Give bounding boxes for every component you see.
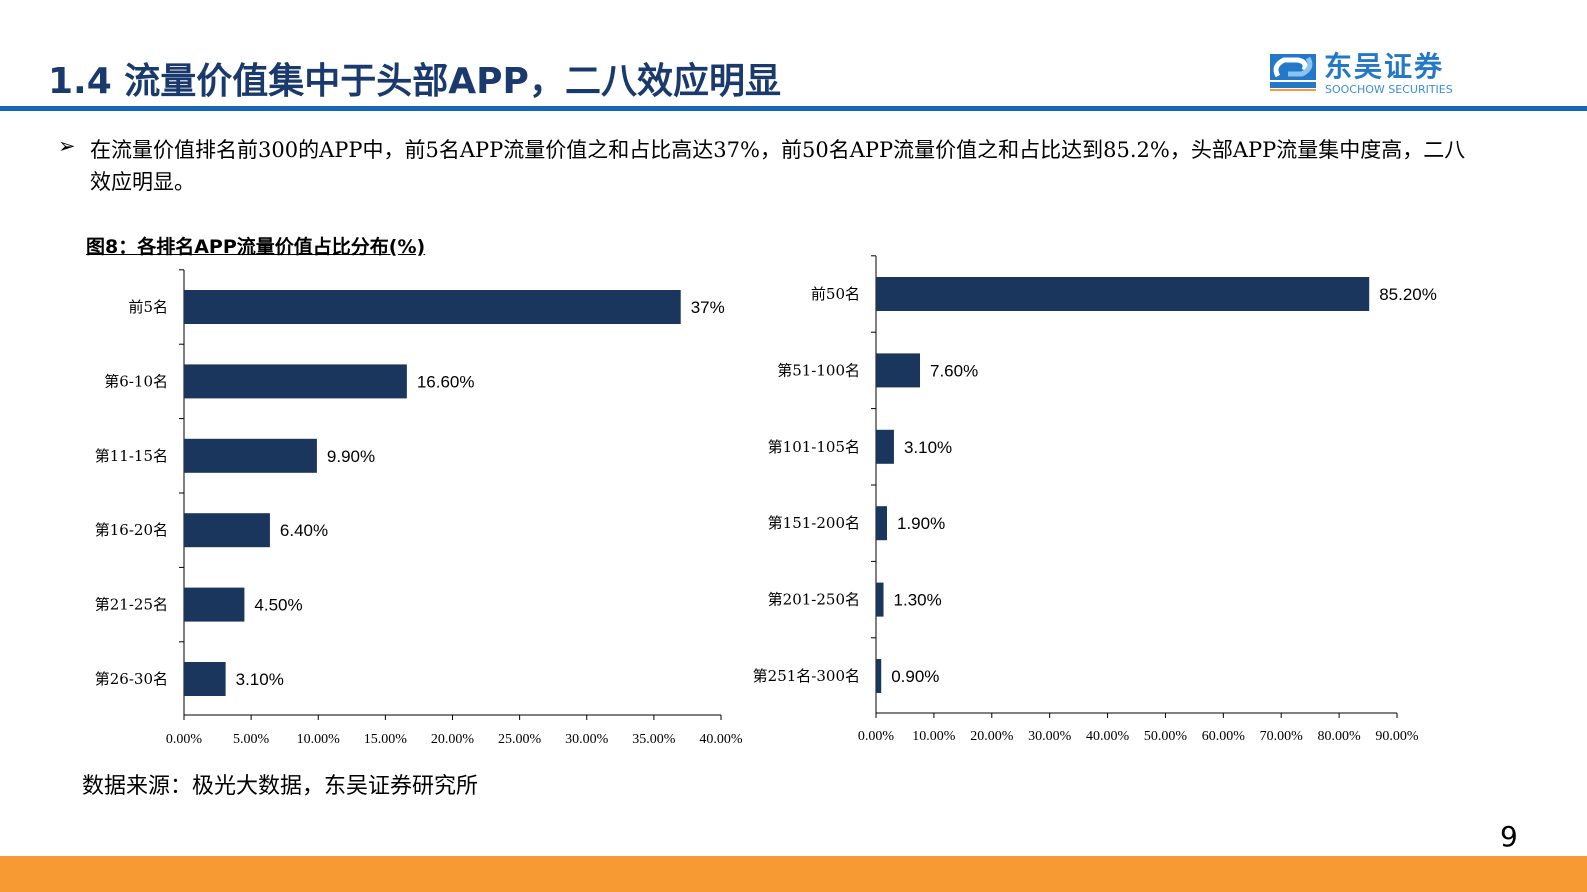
x-tick-label: 60.00% bbox=[1202, 729, 1246, 744]
data-label: 37% bbox=[691, 298, 725, 317]
x-tick-label: 0.00% bbox=[166, 732, 203, 747]
x-tick-label: 10.00% bbox=[912, 729, 956, 744]
data-label: 0.90% bbox=[891, 667, 939, 686]
data-label: 9.90% bbox=[327, 447, 375, 466]
x-tick-label: 50.00% bbox=[1144, 729, 1188, 744]
x-tick-label: 30.00% bbox=[1028, 729, 1072, 744]
data-label: 85.20% bbox=[1379, 285, 1437, 304]
x-tick-label: 40.00% bbox=[1086, 729, 1130, 744]
x-tick-label: 0.00% bbox=[858, 729, 895, 744]
data-label: 3.10% bbox=[236, 670, 284, 689]
header-divider bbox=[0, 106, 1587, 111]
data-source: 数据来源：极光大数据，东吴证券研究所 bbox=[82, 774, 479, 799]
body-text: 在流量价值排名前300的APP中，前5名APP流量价值之和占比高达37%，前50… bbox=[90, 138, 1466, 194]
bar bbox=[876, 277, 1370, 311]
data-label: 1.30% bbox=[894, 591, 942, 610]
category-label: 第16-20名 bbox=[95, 521, 168, 539]
category-label: 第11-15名 bbox=[95, 447, 168, 465]
category-label: 第26-30名 bbox=[95, 670, 168, 688]
bar bbox=[876, 353, 920, 388]
x-tick-label: 30.00% bbox=[565, 732, 609, 747]
x-tick-label: 20.00% bbox=[431, 732, 475, 747]
bar bbox=[876, 582, 884, 617]
arrow-bullet-icon: ➢ bbox=[58, 134, 76, 158]
x-tick-label: 40.00% bbox=[699, 732, 743, 747]
x-tick-label: 20.00% bbox=[970, 729, 1014, 744]
x-tick-label: 10.00% bbox=[297, 732, 341, 747]
data-label: 3.10% bbox=[904, 438, 952, 457]
footer-bar bbox=[0, 856, 1587, 892]
x-tick-label: 70.00% bbox=[1260, 729, 1304, 744]
scs-logo-icon bbox=[1270, 54, 1316, 91]
category-label: 第251名-300名 bbox=[753, 667, 860, 685]
category-label: 第6-10名 bbox=[104, 372, 168, 390]
category-label: 前5名 bbox=[128, 298, 168, 316]
data-label: 4.50% bbox=[254, 596, 302, 615]
logo-text-en: SOOCHOW SECURITIES bbox=[1325, 83, 1453, 96]
bar bbox=[184, 587, 245, 622]
chart-title: 图8：各排名APP流量价值占比分布(%) bbox=[86, 236, 426, 258]
page-number: 9 bbox=[1500, 820, 1518, 853]
bar bbox=[184, 438, 317, 473]
category-label: 前50名 bbox=[811, 285, 860, 303]
x-tick-label: 80.00% bbox=[1318, 729, 1362, 744]
data-label: 7.60% bbox=[930, 361, 978, 380]
category-label: 第21-25名 bbox=[95, 596, 168, 614]
bar bbox=[184, 364, 407, 399]
bar bbox=[876, 429, 894, 464]
x-tick-label: 35.00% bbox=[632, 732, 676, 747]
category-label: 第201-250名 bbox=[768, 591, 860, 609]
slide-title: 1.4 流量价值集中于头部APP，二八效应明显 bbox=[48, 61, 781, 102]
data-label: 16.60% bbox=[417, 372, 475, 391]
logo: 东吴证券 SOOCHOW SECURITIES bbox=[1268, 52, 1488, 98]
data-label: 6.40% bbox=[280, 521, 328, 540]
category-label: 第151-200名 bbox=[768, 514, 860, 532]
category-label: 第51-100名 bbox=[777, 361, 860, 379]
data-label: 1.90% bbox=[897, 514, 945, 533]
x-tick-label: 15.00% bbox=[364, 732, 408, 747]
bar bbox=[184, 662, 226, 696]
bar bbox=[876, 659, 882, 693]
bar bbox=[876, 506, 887, 541]
x-tick-label: 25.00% bbox=[498, 732, 542, 747]
x-tick-label: 5.00% bbox=[233, 732, 270, 747]
logo-text-cn: 东吴证券 bbox=[1324, 50, 1445, 83]
bar bbox=[184, 290, 681, 324]
category-label: 第101-105名 bbox=[768, 438, 860, 456]
x-tick-label: 90.00% bbox=[1375, 729, 1419, 744]
bar bbox=[184, 513, 270, 548]
